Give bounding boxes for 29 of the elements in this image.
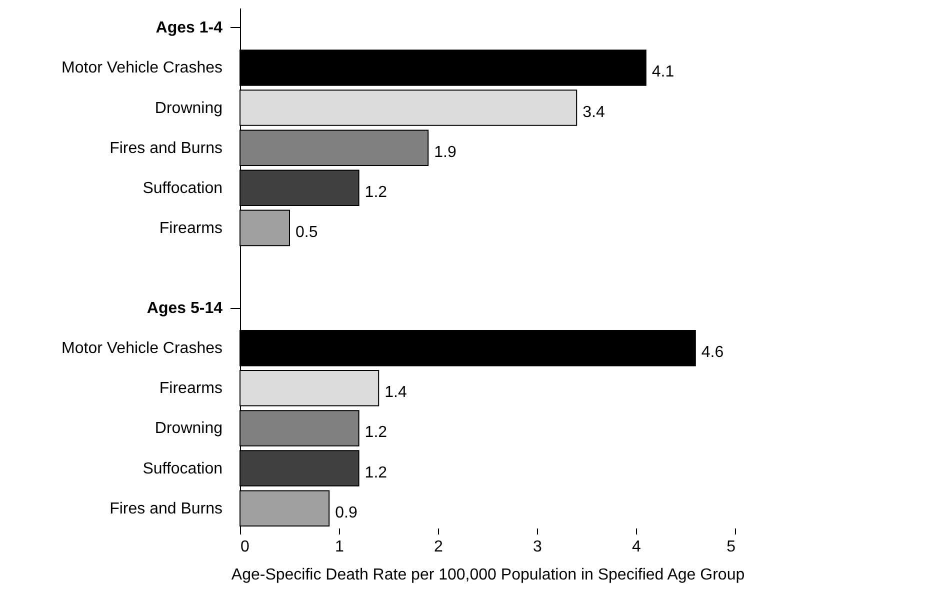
y-tick-label: Fires and Burns <box>110 500 222 518</box>
data-label: 1.2 <box>364 464 388 482</box>
y-tick-label: Suffocation <box>142 460 222 478</box>
x-tick-label: 1 <box>335 538 344 556</box>
x-tick-label: 3 <box>533 538 542 556</box>
y-tick-label: Ages 1-4 <box>156 20 223 37</box>
x-tick-label: 5 <box>726 538 736 556</box>
data-label: 0.9 <box>335 504 358 522</box>
y-tick-label: Ages 5-14 <box>146 300 223 318</box>
x-tick-label: 2 <box>434 538 444 556</box>
y-tick-label: Drowning <box>154 420 222 438</box>
data-label: 1.9 <box>434 144 456 161</box>
x-axis-title: Age-Specific Death Rate per 100,000 Population in Specified Age Group <box>231 566 745 584</box>
data-label: 1.2 <box>364 424 388 442</box>
y-tick-label: Fires and Burns <box>110 140 222 157</box>
data-label: 4.1 <box>652 64 674 81</box>
y-tick-label: Drowning <box>154 100 222 117</box>
x-tick-label: 4 <box>632 538 642 556</box>
y-tick-label: Motor Vehicle Crashes <box>62 60 222 77</box>
data-label: 3.4 <box>582 104 605 121</box>
data-label: 4.6 <box>701 344 724 362</box>
data-label: 0.5 <box>296 224 318 241</box>
y-tick-label: Firearms <box>159 220 222 237</box>
data-label: 1.4 <box>384 384 407 402</box>
y-tick-label: Firearms <box>159 380 222 398</box>
y-tick-label: Motor Vehicle Crashes <box>62 340 222 358</box>
y-tick-label: Suffocation <box>142 180 222 197</box>
data-label: 1.2 <box>364 184 388 201</box>
x-tick-label: 0 <box>240 538 250 556</box>
